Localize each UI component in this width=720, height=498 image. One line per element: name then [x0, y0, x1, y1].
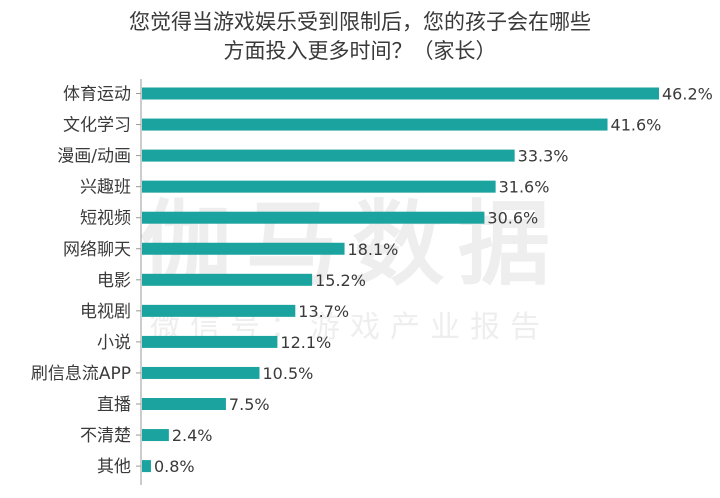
chart-title-line-2: 方面投入更多时间？（家长）	[223, 39, 497, 63]
bar	[142, 460, 151, 473]
bar	[142, 149, 515, 162]
chart-title-line-1: 您觉得当游戏娱乐受到限制后，您的孩子会在哪些	[129, 10, 591, 34]
value-label: 15.2%	[315, 271, 366, 290]
value-label: 18.1%	[348, 240, 399, 259]
bar	[142, 398, 226, 410]
category-label: 刷信息流APP	[31, 364, 131, 384]
category-label: 小说	[97, 333, 131, 353]
category-label: 漫画/动画	[57, 147, 131, 167]
bar	[142, 366, 260, 379]
value-label: 10.5%	[263, 364, 314, 383]
category-label: 短视频	[80, 209, 131, 229]
bar	[142, 304, 296, 317]
value-label: 0.8%	[154, 457, 195, 476]
bar	[142, 211, 485, 224]
bar	[142, 180, 496, 193]
value-label: 13.7%	[298, 302, 349, 321]
category-label: 文化学习	[63, 116, 131, 136]
bar	[142, 87, 659, 100]
bar	[142, 242, 345, 255]
category-label: 网络聊天	[63, 240, 131, 260]
value-label: 46.2%	[662, 85, 713, 104]
category-label: 电视剧	[80, 302, 131, 322]
value-label: 30.6%	[487, 209, 538, 228]
value-label: 12.1%	[280, 333, 331, 352]
category-label: 兴趣班	[80, 178, 131, 198]
category-label: 不清楚	[80, 426, 131, 446]
category-label: 直播	[97, 395, 131, 415]
value-label: 7.5%	[229, 395, 270, 414]
bar	[142, 335, 278, 348]
value-label: 33.3%	[518, 147, 569, 166]
bar	[142, 429, 169, 442]
value-label: 2.4%	[172, 426, 213, 445]
chart-title: 您觉得当游戏娱乐受到限制后，您的孩子会在哪些 方面投入更多时间？（家长）	[0, 8, 720, 66]
category-label: 体育运动	[63, 85, 131, 105]
value-label: 31.6%	[499, 178, 550, 197]
category-label: 其他	[97, 457, 131, 477]
bar	[142, 273, 313, 286]
value-label: 41.6%	[611, 116, 662, 135]
category-label: 电影	[97, 271, 131, 291]
bar	[142, 118, 608, 131]
